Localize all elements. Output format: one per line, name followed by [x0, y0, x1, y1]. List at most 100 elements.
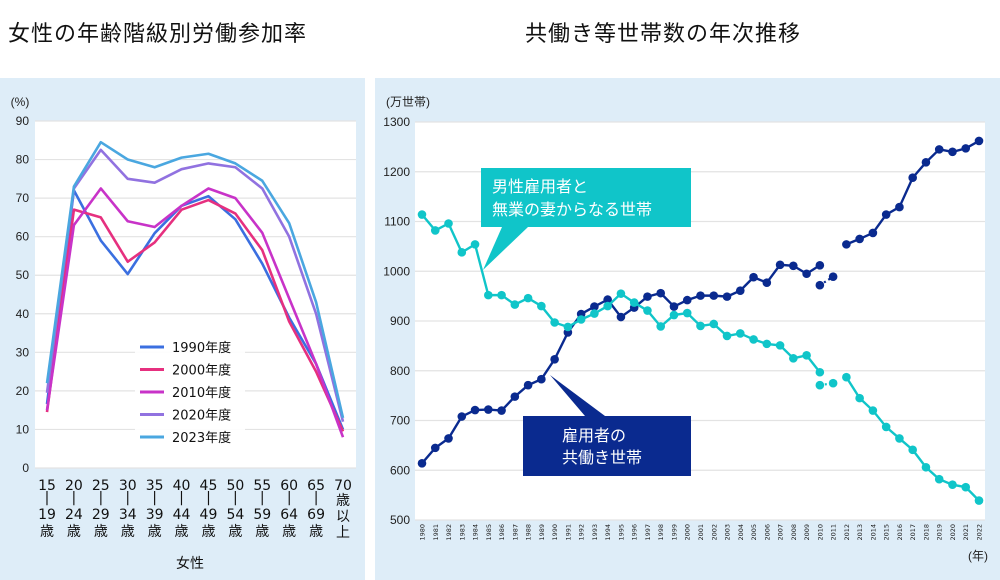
x-tick-label: 1985 — [485, 524, 493, 541]
x-tick-label: 2010 — [816, 524, 824, 541]
right-chart-title: 共働き等世帯数の年次推移 — [525, 22, 802, 47]
x-tick-label: 1997 — [644, 524, 652, 541]
x-tick-label: 69 — [307, 507, 325, 523]
y-tick-label: 500 — [390, 513, 410, 527]
data-point — [802, 269, 811, 279]
data-point — [775, 341, 785, 350]
data-point — [444, 434, 453, 443]
data-point — [643, 292, 652, 301]
x-tick-label: 34 — [119, 507, 137, 523]
x-tick-label: 64 — [280, 507, 298, 523]
data-point — [855, 234, 864, 244]
data-point — [682, 295, 692, 305]
x-tick-label: 39 — [146, 507, 164, 523]
data-point — [484, 290, 493, 300]
data-point — [735, 286, 745, 295]
data-point — [576, 315, 586, 324]
x-tick-label: 2002 — [710, 524, 718, 541]
data-point — [749, 335, 758, 344]
x-tick-label: 1996 — [631, 524, 639, 541]
callout-box-dual-income — [523, 416, 691, 476]
data-point — [510, 392, 520, 401]
x-tick-label: 1986 — [498, 524, 506, 541]
data-point — [590, 309, 599, 318]
x-tick-label: 歳 — [94, 524, 108, 540]
x-tick-label: 2012 — [843, 524, 851, 541]
y-tick-label: 1000 — [383, 264, 410, 278]
legend-label: 2000年度 — [172, 363, 231, 379]
x-tick-label: 歳 — [67, 524, 81, 540]
data-point — [895, 202, 904, 212]
data-point — [417, 210, 427, 219]
data-point — [735, 329, 745, 338]
series-line-2020年度 — [45, 148, 345, 423]
x-tick-label: 2018 — [922, 524, 930, 541]
data-point — [881, 422, 891, 432]
data-point — [842, 372, 851, 382]
data-point — [789, 354, 798, 363]
x-tick-label: | — [72, 490, 77, 506]
data-point — [484, 405, 493, 414]
y-tick-label: 0 — [22, 461, 29, 475]
x-tick-label: 35 — [146, 478, 164, 494]
x-tick-label: 45 — [200, 478, 218, 494]
data-point — [537, 374, 546, 384]
callout-pointer — [483, 227, 528, 270]
data-point — [629, 298, 639, 307]
callout-label: 男性雇用者と — [492, 177, 588, 196]
x-tick-label: 1982 — [445, 524, 453, 541]
data-point — [603, 295, 612, 304]
x-tick-label: 歳 — [201, 524, 215, 540]
y-tick-label: 600 — [390, 463, 410, 477]
x-tick-label: 1992 — [578, 524, 586, 541]
x-tick-label: 19 — [38, 507, 56, 523]
data-point — [722, 292, 732, 301]
x-tick-label: 歳 — [336, 493, 350, 509]
data-point — [430, 443, 440, 453]
x-tick-label: 60 — [280, 478, 298, 494]
data-point — [523, 380, 533, 390]
x-axis-label: 女性 — [176, 555, 204, 572]
y-tick-label: 80 — [16, 153, 30, 167]
y-tick-label: 30 — [16, 345, 30, 359]
data-point — [908, 173, 917, 183]
x-tick-label: 29 — [92, 507, 110, 523]
data-point — [815, 367, 825, 377]
x-tick-label: 2000 — [684, 524, 692, 541]
y-tick-label: 90 — [16, 114, 30, 128]
y-tick-label: 800 — [390, 364, 410, 378]
x-tick-label: 2001 — [697, 524, 705, 541]
data-point — [696, 321, 705, 331]
y-tick-label: 1300 — [383, 115, 410, 129]
x-tick-label: 2020 — [949, 524, 957, 541]
data-point — [656, 288, 666, 298]
y-tick-label: 1100 — [384, 215, 410, 229]
data-point-alt — [828, 378, 838, 388]
data-point — [669, 302, 679, 311]
data-point — [444, 219, 453, 228]
x-tick-label: 44 — [173, 507, 191, 523]
x-tick-label: 歳 — [175, 524, 189, 540]
data-point-alt — [815, 280, 825, 290]
y-axis-unit: (万世帯) — [386, 95, 430, 109]
x-tick-label: | — [233, 490, 238, 506]
data-point — [417, 458, 427, 468]
x-tick-label: 1989 — [538, 524, 546, 541]
legend-label: 2020年度 — [172, 408, 231, 424]
data-point — [934, 145, 944, 154]
x-tick-label: 2017 — [909, 524, 917, 541]
x-tick-label: | — [287, 490, 292, 506]
x-tick-label: 2011 — [830, 524, 838, 541]
data-point — [470, 240, 480, 249]
data-point — [510, 300, 520, 309]
x-tick-label: 2008 — [790, 524, 798, 541]
data-point — [895, 434, 904, 443]
x-tick-label: 40 — [173, 478, 191, 494]
data-point — [722, 331, 732, 341]
x-axis-unit: (年) — [968, 549, 988, 563]
data-point — [855, 393, 864, 403]
x-tick-label: 歳 — [255, 524, 269, 540]
x-tick-label: 2005 — [750, 524, 758, 541]
x-tick-label: 1988 — [525, 524, 533, 541]
x-tick-label: 2004 — [737, 524, 745, 541]
